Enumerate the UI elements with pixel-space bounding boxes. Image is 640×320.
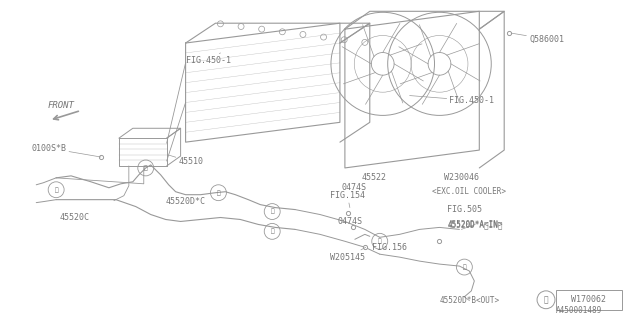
- Text: FIG.450-1: FIG.450-1: [410, 96, 495, 105]
- Text: ①: ①: [544, 295, 548, 304]
- Text: FIG.450-1: FIG.450-1: [186, 53, 230, 65]
- FancyBboxPatch shape: [556, 290, 621, 310]
- Text: 45522: 45522: [362, 173, 387, 182]
- Text: ①: ①: [144, 165, 148, 171]
- Text: W205145: W205145: [330, 247, 366, 262]
- Text: W170062: W170062: [572, 295, 606, 304]
- Text: 45520D*A<IN>: 45520D*A<IN>: [447, 220, 503, 229]
- Text: FIG.156: FIG.156: [372, 243, 407, 252]
- Text: ①: ①: [378, 238, 381, 244]
- Text: A450001489: A450001489: [556, 306, 602, 315]
- Text: ①: ①: [216, 190, 220, 196]
- Text: FRONT: FRONT: [48, 101, 75, 110]
- Text: 45520D*A〈IN〉: 45520D*A〈IN〉: [447, 220, 503, 229]
- Text: <EXC.OIL COOLER>: <EXC.OIL COOLER>: [431, 187, 506, 196]
- Text: 0474S: 0474S: [338, 217, 363, 226]
- Text: 0100S*B: 0100S*B: [31, 144, 101, 157]
- Text: 45520C: 45520C: [59, 213, 89, 222]
- Text: FIG.154: FIG.154: [330, 191, 365, 208]
- Text: FIG.505: FIG.505: [447, 205, 483, 214]
- Text: 45510: 45510: [169, 155, 204, 166]
- Text: 45520D*B<OUT>: 45520D*B<OUT>: [440, 296, 500, 305]
- Text: Q586001: Q586001: [511, 33, 564, 44]
- Text: 0474S: 0474S: [342, 183, 367, 192]
- Text: ①: ①: [463, 264, 467, 270]
- Text: W230046: W230046: [444, 173, 479, 182]
- Text: ①: ①: [54, 187, 58, 193]
- Text: ①: ①: [270, 209, 274, 214]
- Text: ①: ①: [270, 228, 274, 234]
- Text: 45520D*C: 45520D*C: [166, 197, 205, 206]
